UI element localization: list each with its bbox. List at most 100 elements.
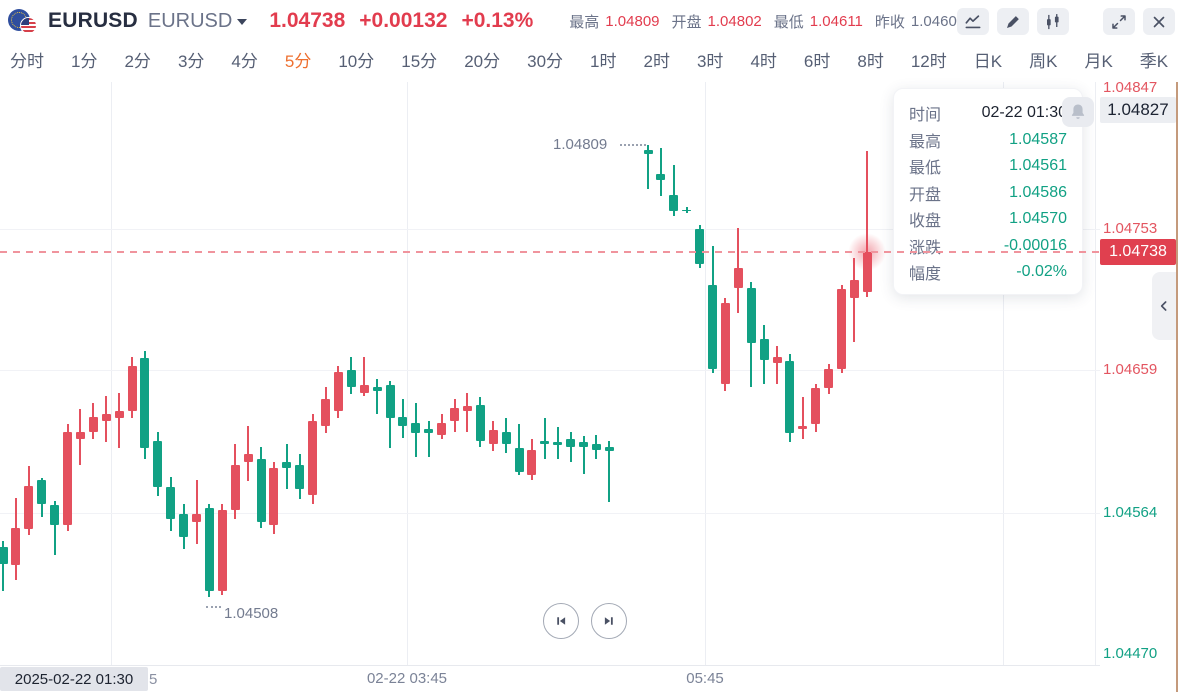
candle-wick (363, 356, 366, 396)
candle-wick (427, 421, 430, 458)
header-toolbar (949, 8, 1175, 35)
candle (127, 365, 137, 411)
tab-4分[interactable]: 4分 (231, 51, 258, 71)
candle (50, 505, 60, 525)
tab-日K[interactable]: 日K (973, 51, 1003, 71)
symbol-selector[interactable]: EURUSD (148, 10, 248, 33)
alert-bell-icon[interactable] (1062, 97, 1094, 127)
tab-12时[interactable]: 12时 (910, 51, 947, 71)
candle-wick (582, 436, 585, 474)
candle (192, 514, 201, 522)
candle (321, 398, 330, 426)
candle (785, 361, 795, 434)
candle (849, 280, 859, 299)
candle-wick (801, 397, 804, 440)
tab-6时[interactable]: 6时 (803, 51, 831, 71)
candle (475, 404, 485, 441)
candle-wick (647, 145, 649, 189)
tooltip-row: 收盘 1.04570 (909, 210, 1067, 231)
tab-20分[interactable]: 20分 (464, 51, 501, 71)
tab-15分[interactable]: 15分 (401, 51, 438, 71)
candle (204, 508, 214, 591)
crosshair-time-label: 2025-02-22 01:30 (0, 667, 148, 691)
stat-label: 开盘 (671, 13, 702, 31)
tab-分时[interactable]: 分时 (10, 51, 44, 71)
low-marker-label: 1.04508 (224, 605, 279, 622)
stat-label: 昨收 (874, 13, 905, 31)
tooltip-row: 涨跌 -0.00016 (909, 236, 1067, 257)
x-axis-partial-tick: 5 (149, 671, 158, 688)
tab-4时[interactable]: 4时 (750, 51, 777, 71)
high-marker-dots (620, 144, 646, 146)
tab-30分[interactable]: 30分 (527, 51, 564, 71)
candle-wick (569, 431, 572, 462)
tab-1分[interactable]: 1分 (71, 51, 98, 71)
candle (656, 173, 666, 180)
candle (398, 416, 408, 426)
plot-bottom-border (0, 665, 1100, 666)
tab-2分[interactable]: 2分 (124, 51, 151, 71)
candle (437, 422, 447, 435)
tab-月K[interactable]: 月K (1084, 51, 1113, 71)
high-marker-label: 1.04809 (553, 136, 608, 153)
candle (462, 406, 472, 411)
quote-header: EURUSD EURUSD 1.04738 +0.00132 +0.13% 最高… (0, 0, 1178, 42)
x-axis-tick: 05:45 (686, 670, 724, 687)
stat-label: 最高 (569, 13, 600, 31)
candle (604, 446, 614, 452)
tab-10分[interactable]: 10分 (338, 51, 375, 71)
stat-value: 1.04809 (605, 12, 660, 30)
candle (591, 443, 601, 450)
candle (643, 149, 653, 155)
candle (282, 461, 292, 468)
skip-to-end-button[interactable] (591, 603, 627, 639)
candle-wick (53, 500, 56, 555)
trend-icon[interactable] (957, 8, 989, 35)
tooltip-row: 时间 02-22 01:30 (909, 104, 1067, 125)
candle (0, 547, 8, 564)
candle (514, 448, 524, 473)
candle-wick (376, 379, 379, 414)
candle (553, 442, 563, 446)
pencil-icon[interactable] (997, 8, 1029, 35)
candle-wick (195, 479, 198, 545)
stat-label: 最低 (773, 13, 804, 31)
y-axis-tick: 1.04564 (1103, 504, 1158, 521)
candle-wick (853, 257, 856, 342)
candle (179, 514, 189, 537)
candle (811, 388, 821, 425)
grid-line-vertical (1003, 82, 1004, 665)
skip-to-start-button[interactable] (543, 603, 579, 639)
chevron-down-icon (237, 18, 248, 25)
close-icon[interactable] (1143, 8, 1175, 35)
stat-value: 1.04606 (910, 12, 966, 30)
candle (333, 371, 343, 411)
candle (540, 440, 550, 444)
y-axis-tick: 1.04847 (1103, 79, 1158, 96)
candle (166, 487, 176, 519)
expand-icon[interactable] (1103, 8, 1135, 35)
low-marker-dots (206, 606, 221, 608)
tab-3时[interactable]: 3时 (696, 51, 724, 71)
tab-季K[interactable]: 季K (1139, 51, 1169, 71)
collapse-panel-button[interactable] (1152, 272, 1176, 340)
candle (346, 370, 356, 387)
current-price-label: 1.04738 (1100, 239, 1176, 265)
tooltip-row: 幅度 -0.02% (909, 263, 1067, 284)
tab-8时[interactable]: 8时 (857, 51, 884, 71)
candle-wick (672, 164, 675, 216)
candle (733, 268, 743, 288)
candle (566, 439, 576, 447)
x-axis-tick: 02-22 03:45 (366, 670, 448, 687)
grid-line-horizontal (0, 229, 1100, 230)
candle (372, 386, 382, 392)
candle (746, 287, 756, 344)
tab-2时[interactable]: 2时 (643, 51, 670, 71)
candle (695, 229, 705, 264)
tab-1时[interactable]: 1时 (590, 51, 617, 71)
tab-5分[interactable]: 5分 (284, 51, 312, 71)
tab-周K[interactable]: 周K (1029, 51, 1058, 71)
candlestick-icon[interactable] (1037, 8, 1069, 35)
symbol-name: EURUSD (48, 9, 138, 32)
tab-3分[interactable]: 3分 (177, 51, 205, 71)
